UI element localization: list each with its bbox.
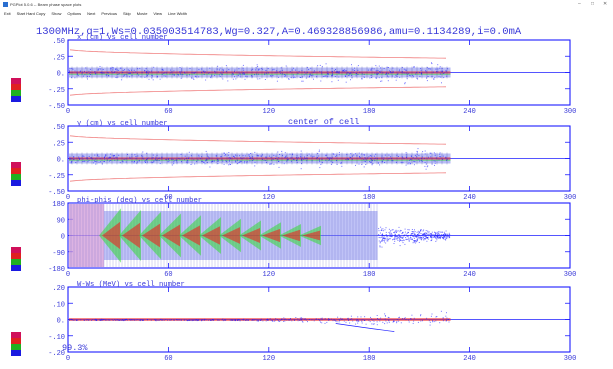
menu-view[interactable]: View — [153, 11, 163, 16]
legend-swatch — [11, 259, 21, 265]
x-tick-label: 60 — [164, 194, 172, 202]
x-tick-label: 60 — [164, 108, 172, 116]
y-tick-label: -.25 — [48, 87, 65, 95]
x-tick-label: 180 — [363, 355, 376, 363]
maximize-button[interactable]: □ — [591, 1, 595, 7]
menu-skip[interactable]: Skip — [122, 11, 131, 16]
x-tick-label: 120 — [262, 271, 275, 279]
progress-label: 99.3% — [62, 343, 88, 353]
x-tick-label: 180 — [363, 108, 376, 116]
legend-swatch — [11, 265, 21, 271]
menu-bar: Exit Start Hard Copy Show Options Next P… — [0, 9, 613, 18]
app-icon — [3, 2, 8, 7]
x-tick-label: 300 — [564, 271, 577, 279]
y-tick-label: .25 — [52, 54, 65, 62]
legend-swatch — [11, 96, 21, 102]
y-tick-label: 0. — [57, 71, 65, 79]
x-tick-label: 180 — [363, 194, 376, 202]
legend-swatch — [11, 332, 21, 338]
legend-swatch — [11, 253, 21, 259]
y-tick-label: .10 — [52, 301, 65, 309]
y-tick-label: -.50 — [48, 189, 65, 197]
close-button[interactable]: ✕ — [603, 1, 608, 7]
panel-x: .50 .25 0. -.25 -.500 60 120 180 240 300 x (cm) vs… — [48, 34, 576, 116]
menu-line-width[interactable]: Line Width — [168, 11, 187, 16]
y-tick-label: .20 — [52, 285, 65, 293]
beam-distribution-x — [69, 49, 451, 96]
x-tick-label: 120 — [262, 355, 275, 363]
x-tick-label: 300 — [564, 108, 577, 116]
x-tick-label: 240 — [463, 108, 476, 116]
menu-movie[interactable]: Movie — [136, 11, 148, 16]
y-tick-label: -.10 — [48, 334, 65, 342]
menu-exit[interactable]: Exit — [4, 11, 11, 16]
x-tick-label: 0 — [66, 194, 70, 202]
y-tick-label: 90 — [57, 217, 65, 225]
x-tick-label: 240 — [463, 355, 476, 363]
legend-swatch — [11, 180, 21, 186]
menu-previous[interactable]: Previous — [101, 11, 117, 16]
x-tick-label: 300 — [564, 355, 577, 363]
title-bar: PGPlot 5.0.6 -- Beam phase space plots –… — [0, 0, 613, 9]
panel-label-x: x (cm) vs cell number — [77, 34, 168, 42]
y-tick-label: -.50 — [48, 103, 65, 111]
x-tick-label: 180 — [363, 271, 376, 279]
x-tick-label: 60 — [164, 355, 172, 363]
y-tick-label: 0 — [61, 234, 65, 242]
window-title: PGPlot 5.0.6 -- Beam phase space plots — [10, 2, 82, 7]
menu-show[interactable]: Show — [51, 11, 62, 16]
legend-swatch — [11, 78, 21, 84]
x-tick-label: 0 — [66, 271, 70, 279]
minimize-button[interactable]: – — [578, 1, 581, 7]
x-tick-label: 0 — [66, 108, 70, 116]
beam-distribution-w — [69, 310, 451, 332]
legend-swatch — [11, 162, 21, 168]
y-tick-label: -.25 — [48, 173, 65, 181]
y-tick-label: -.20 — [48, 350, 65, 358]
beam-distribution-phi — [69, 204, 451, 267]
beam-distribution-y — [69, 135, 451, 182]
x-tick-label: 120 — [262, 108, 275, 116]
plot-header: 1300MHz,q=1,Ws=0.035003514783,Wg=0.327,A… — [36, 26, 522, 38]
x-tick-label: 120 — [262, 194, 275, 202]
menu-start-hard-copy[interactable]: Start Hard Copy — [16, 11, 46, 16]
menu-next[interactable]: Next — [87, 11, 96, 16]
panel-y: .50 .25 0. -.25 -.500 60 120 180 240 300 y (cm) vs… — [48, 120, 576, 202]
legend-swatch — [11, 344, 21, 350]
panel-label-y: y (cm) vs cell number — [77, 120, 168, 128]
x-tick-label: 300 — [564, 194, 577, 202]
y-tick-label: 0. — [57, 157, 65, 165]
x-tick-label: 60 — [164, 271, 172, 279]
legend-swatch — [11, 90, 21, 96]
panel-label-w: W-Ws (MeV) vs cell number — [77, 281, 185, 289]
panel-label-phi: phi-phis (deg) vs cell number — [77, 197, 202, 205]
legend-swatch — [11, 247, 21, 253]
legend-swatch — [11, 350, 21, 356]
y-tick-label: .25 — [52, 140, 65, 148]
y-tick-label: 180 — [52, 201, 65, 209]
y-tick-label: .50 — [52, 38, 65, 46]
y-tick-label: -180 — [48, 266, 65, 274]
legend-swatch — [11, 84, 21, 90]
y-tick-label: -90 — [52, 250, 65, 258]
y-tick-label: 0. — [57, 318, 65, 326]
y-tick-label: .50 — [52, 124, 65, 132]
menu-options[interactable]: Options — [67, 11, 82, 16]
legend-swatch — [11, 168, 21, 174]
legend-swatch — [11, 174, 21, 180]
x-tick-label: 240 — [463, 194, 476, 202]
panel-w: .20 .10 0. -.10 -.200 60 120 180 240 300 W-Ws (MeV… — [48, 281, 576, 363]
x-tick-label: 0 — [66, 355, 70, 363]
x-tick-label: 240 — [463, 271, 476, 279]
center-of-cell-label: center of cell — [288, 117, 359, 127]
legend-swatch — [11, 338, 21, 344]
